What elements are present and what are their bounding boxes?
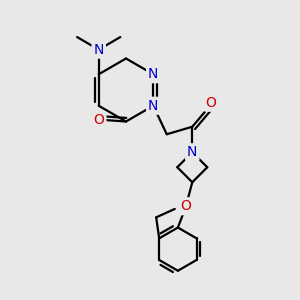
- Text: O: O: [94, 113, 104, 127]
- Text: N: N: [94, 43, 104, 57]
- Text: O: O: [180, 199, 191, 213]
- Text: N: N: [148, 99, 158, 113]
- Text: O: O: [206, 96, 217, 110]
- Text: N: N: [148, 67, 158, 81]
- Text: N: N: [187, 145, 197, 159]
